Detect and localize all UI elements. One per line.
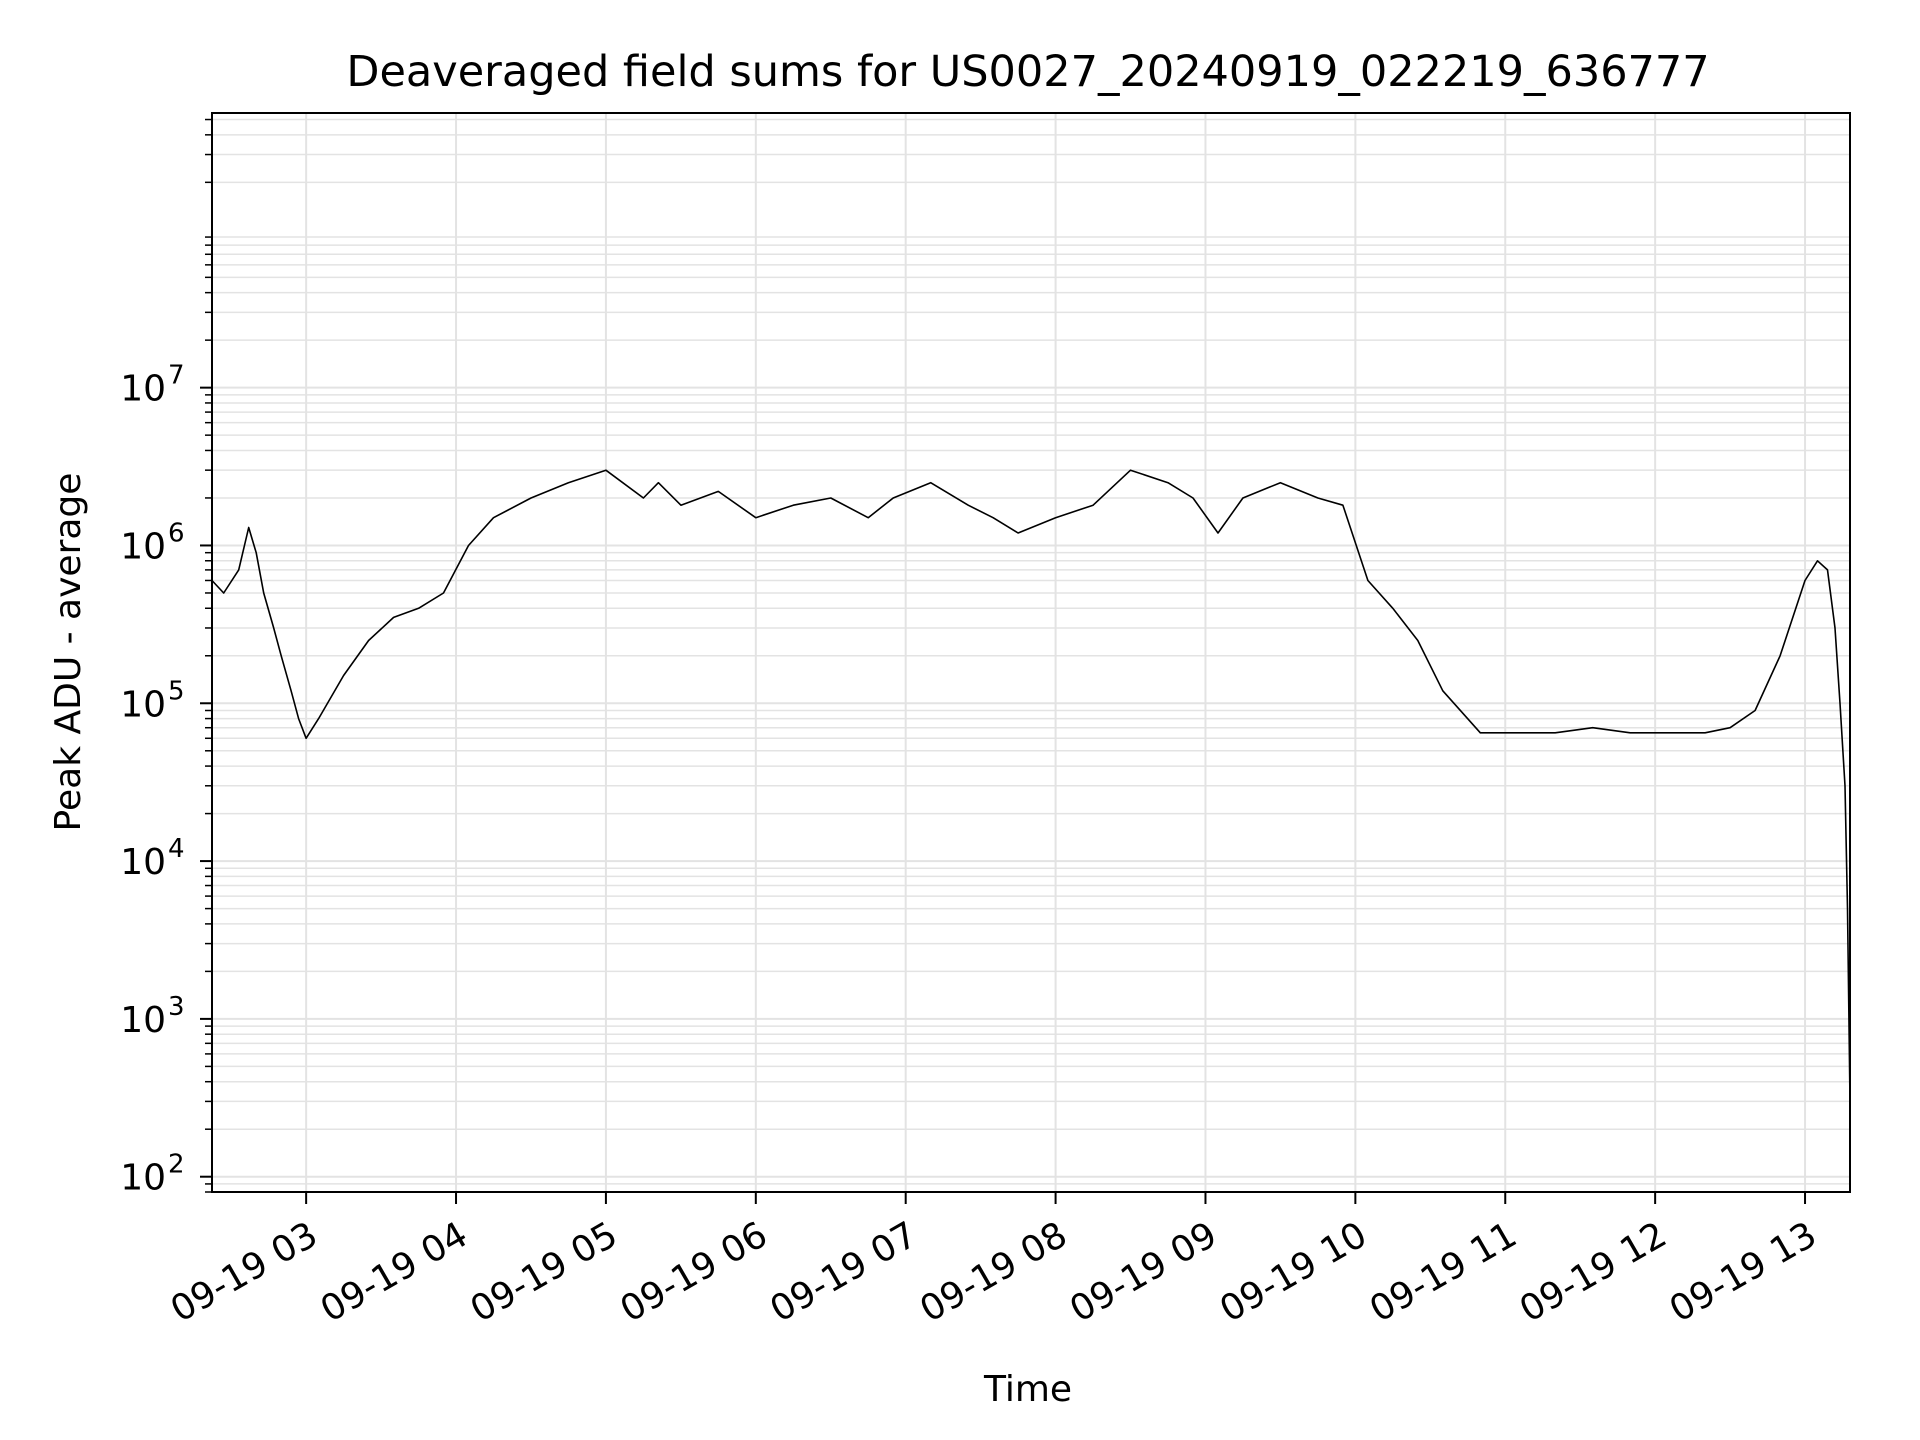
grid <box>212 113 1850 1193</box>
y-tick-exponent: 5 <box>168 676 185 706</box>
y-tick-label: 10 <box>120 369 166 410</box>
y-tick-exponent: 3 <box>168 992 185 1022</box>
series-layer <box>211 469 1851 1102</box>
chart-title: Deaveraged field sums for US0027_2024091… <box>346 47 1709 97</box>
plot-frame <box>211 112 1851 1193</box>
y-tick-label: 10 <box>120 1158 166 1199</box>
y-tick-label: 10 <box>120 684 166 725</box>
y-axis-label: Peak ADU - average <box>48 473 89 832</box>
y-tick-label: 10 <box>120 526 166 567</box>
series-line <box>211 469 1851 1102</box>
y-tick-exponent: 4 <box>168 834 185 864</box>
y-tick-exponent: 6 <box>168 518 185 548</box>
y-tick-label: 10 <box>120 1000 166 1041</box>
x-axis-label: Time <box>983 1369 1072 1410</box>
y-tick-exponent: 7 <box>168 361 185 391</box>
y-tick-label: 10 <box>120 842 166 883</box>
y-tick-exponent: 2 <box>168 1150 185 1180</box>
